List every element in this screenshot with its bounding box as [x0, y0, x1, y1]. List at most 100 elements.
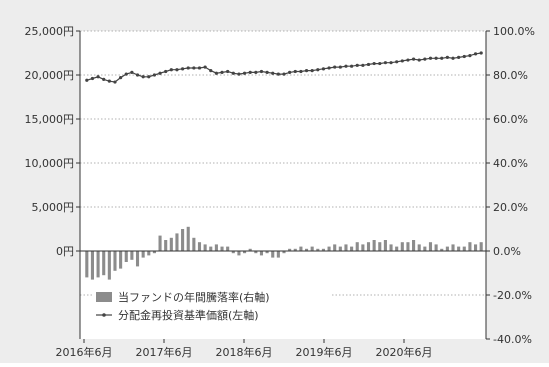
- bar: [311, 247, 314, 251]
- line-point: [288, 71, 291, 74]
- right-tick-label: 0.0%: [493, 245, 521, 258]
- left-tick-label: 20,000円: [25, 69, 75, 82]
- bar: [181, 229, 184, 251]
- line-point: [147, 75, 150, 78]
- bar: [412, 240, 415, 251]
- bar: [423, 247, 426, 251]
- line-point: [294, 70, 297, 73]
- legend-bar-label: 当ファンドの年間騰落率(右軸): [118, 290, 270, 304]
- line-point: [457, 56, 460, 59]
- bar: [277, 251, 280, 258]
- line-point: [232, 72, 235, 75]
- bar: [119, 251, 122, 269]
- line-point: [373, 62, 376, 65]
- x-tick-label: 2017年6月: [136, 345, 193, 359]
- bar: [333, 244, 336, 251]
- line-point: [378, 62, 381, 65]
- line-point: [113, 80, 116, 83]
- line-point: [384, 61, 387, 64]
- line-point: [401, 59, 404, 62]
- line-point: [412, 58, 415, 61]
- line-point: [91, 77, 94, 80]
- bar: [164, 240, 167, 251]
- bar: [457, 247, 460, 251]
- legend-line-label: 分配金再投資基準価額(左軸): [118, 308, 259, 322]
- line-point: [305, 69, 308, 72]
- bar: [85, 251, 88, 277]
- bar: [344, 244, 347, 251]
- bar: [113, 251, 116, 271]
- line-point: [130, 71, 133, 74]
- line-point: [175, 68, 178, 71]
- line-point: [142, 75, 145, 78]
- bar: [97, 251, 100, 277]
- line-point: [344, 65, 347, 68]
- bar: [350, 247, 353, 251]
- line-point: [136, 73, 139, 76]
- line-point: [260, 70, 263, 73]
- line-point: [277, 73, 280, 76]
- line-point: [282, 73, 285, 76]
- line-point: [463, 55, 466, 58]
- line-point: [361, 64, 364, 67]
- bar: [260, 251, 263, 255]
- line-point: [350, 65, 353, 68]
- bar: [136, 251, 139, 266]
- x-tick-label: 2019年6月: [296, 345, 353, 359]
- bar: [339, 247, 342, 251]
- right-tick-label: 60.0%: [493, 113, 528, 126]
- bar: [108, 251, 111, 280]
- line-point: [480, 51, 483, 54]
- line-point: [125, 73, 128, 76]
- legend: 当ファンドの年間騰落率(右軸) 分配金再投資基準価額(左軸): [92, 286, 330, 326]
- bar: [130, 251, 133, 260]
- line-point: [237, 73, 240, 76]
- line-point: [192, 66, 195, 69]
- line-point: [367, 63, 370, 66]
- x-tick-label: 2018年6月: [216, 345, 273, 359]
- line-point: [440, 57, 443, 60]
- bar: [389, 244, 392, 251]
- line-point: [209, 69, 212, 72]
- line-point: [85, 79, 88, 82]
- line-point: [389, 61, 392, 64]
- line-point: [204, 65, 207, 68]
- line-point: [339, 65, 342, 68]
- line-point: [170, 68, 173, 71]
- line-point: [333, 65, 336, 68]
- left-tick-label: 0円: [56, 245, 74, 258]
- bar: [159, 236, 162, 251]
- line-point: [187, 66, 190, 69]
- line-point: [395, 60, 398, 63]
- line-point: [119, 76, 122, 79]
- bar: [356, 242, 359, 251]
- line-point: [153, 73, 156, 76]
- bar: [209, 247, 212, 251]
- right-tick-label: 100.0%: [493, 25, 535, 38]
- x-tick-label: 2016年6月: [56, 345, 113, 359]
- right-tick-label: -40.0%: [493, 333, 532, 346]
- line-point: [322, 67, 325, 70]
- bar: [395, 247, 398, 251]
- line-point: [474, 52, 477, 55]
- bar: [215, 244, 218, 251]
- bar: [192, 238, 195, 251]
- bar: [204, 244, 207, 251]
- line-point: [198, 66, 201, 69]
- x-tick-label: 2020年6月: [376, 345, 433, 359]
- line-point: [468, 54, 471, 57]
- bar: [198, 242, 201, 251]
- line-point: [220, 71, 223, 74]
- bar: [102, 251, 105, 275]
- line-point: [327, 66, 330, 69]
- line-point: [423, 58, 426, 61]
- bar: [361, 244, 364, 251]
- line-point: [226, 70, 229, 73]
- bar: [418, 244, 421, 251]
- bar: [480, 242, 483, 251]
- line-point: [271, 72, 274, 75]
- right-tick-label: 20.0%: [493, 201, 528, 214]
- bar: [142, 251, 145, 258]
